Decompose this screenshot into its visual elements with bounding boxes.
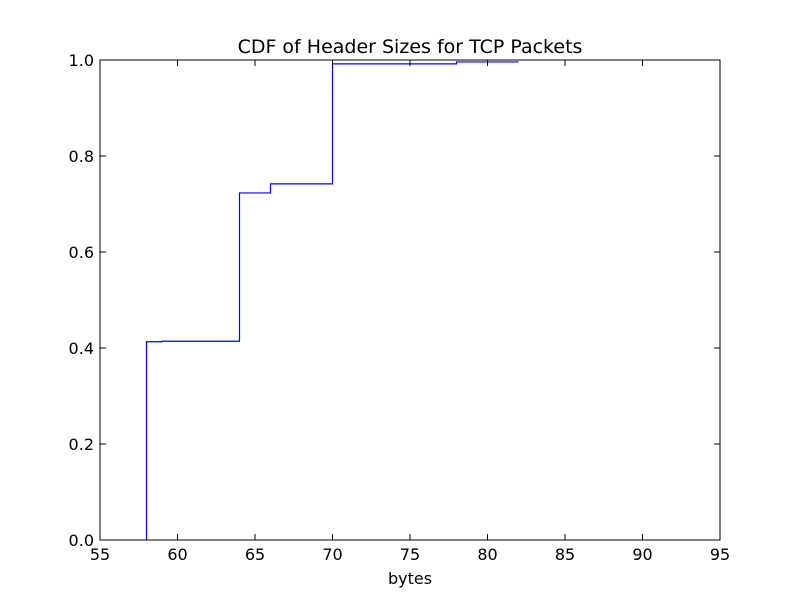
y-tick-label-0.2: 0.2 [69,435,94,454]
x-axis-label: bytes [388,569,432,588]
y-tick-label-0.0: 0.0 [69,531,94,550]
x-tick-label-75: 75 [400,545,420,564]
x-tick-label-55: 55 [90,545,110,564]
x-tick-label-65: 65 [245,545,265,564]
x-tick-label-85: 85 [555,545,575,564]
x-tick-label-70: 70 [322,545,342,564]
cdf-series-line-0 [145,61,519,540]
y-tick-label-0.8: 0.8 [69,147,94,166]
x-tick-label-60: 60 [167,545,187,564]
x-tick-label-95: 95 [710,545,730,564]
chart-title: CDF of Header Sizes for TCP Packets [238,36,583,58]
x-tick-label-90: 90 [632,545,652,564]
y-tick-label-0.4: 0.4 [69,339,94,358]
plot-area: 55 60 65 70 75 80 85 90 95 0.0 0.2 0.4 0.6 0.8 1.0 [69,51,731,564]
x-tick-label-80: 80 [477,545,497,564]
y-tick-label-1.0: 1.0 [69,51,94,70]
y-tick-label-0.6: 0.6 [69,243,94,262]
